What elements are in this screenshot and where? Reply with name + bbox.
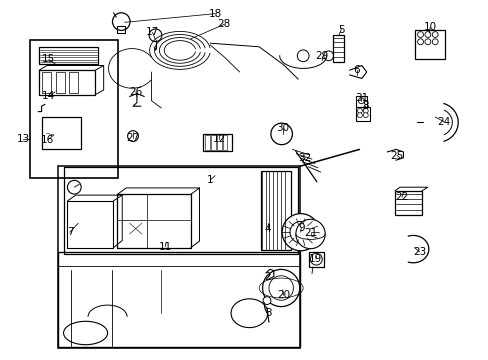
Text: 21: 21	[303, 228, 317, 238]
Circle shape	[112, 13, 130, 30]
Circle shape	[363, 113, 367, 118]
Circle shape	[289, 221, 311, 243]
Text: 12: 12	[212, 134, 225, 144]
Bar	[414, 30, 444, 59]
Circle shape	[270, 123, 292, 145]
Circle shape	[417, 39, 423, 45]
Bar	[355, 96, 366, 107]
Circle shape	[295, 219, 325, 249]
Bar	[308, 252, 323, 267]
Bar	[56, 72, 64, 93]
Bar	[39, 47, 98, 64]
Text: 25: 25	[389, 150, 403, 161]
Bar	[39, 70, 95, 95]
Circle shape	[424, 32, 430, 37]
Circle shape	[262, 269, 299, 307]
Bar	[211, 135, 215, 150]
Circle shape	[149, 29, 162, 42]
Circle shape	[431, 32, 437, 37]
Text: 23: 23	[412, 247, 426, 257]
Text: 1: 1	[206, 175, 213, 185]
Bar	[42, 72, 51, 93]
Text: 2: 2	[264, 272, 271, 282]
Text: 24: 24	[436, 117, 450, 127]
Bar	[30, 40, 118, 178]
Circle shape	[424, 39, 430, 45]
Bar	[205, 135, 209, 150]
Bar	[223, 135, 227, 150]
Text: 16: 16	[41, 135, 55, 145]
Bar	[41, 117, 81, 149]
Bar	[355, 107, 369, 121]
Text: 29: 29	[314, 51, 328, 61]
Text: 11: 11	[158, 242, 172, 252]
Circle shape	[323, 51, 333, 61]
Text: 14: 14	[42, 91, 56, 102]
Circle shape	[127, 131, 138, 141]
Text: 26: 26	[129, 87, 142, 97]
Text: 31: 31	[354, 93, 368, 103]
Bar	[394, 191, 421, 215]
Text: 5: 5	[337, 24, 344, 35]
Bar	[58, 252, 299, 347]
Circle shape	[297, 50, 308, 62]
Text: 9: 9	[297, 222, 304, 233]
Text: 20: 20	[277, 290, 289, 300]
Circle shape	[357, 113, 362, 118]
Text: 17: 17	[145, 27, 159, 37]
Bar	[203, 134, 232, 151]
Text: 22: 22	[394, 192, 408, 202]
Bar	[63, 167, 298, 254]
Text: 28: 28	[217, 19, 230, 30]
Text: 6: 6	[353, 65, 360, 75]
Circle shape	[310, 253, 322, 265]
Bar	[333, 35, 344, 62]
Bar	[69, 72, 78, 93]
Text: 4: 4	[264, 224, 271, 234]
Text: 27: 27	[126, 132, 140, 143]
Circle shape	[357, 108, 362, 113]
Circle shape	[431, 39, 437, 45]
Circle shape	[358, 98, 364, 104]
Circle shape	[417, 32, 423, 37]
Circle shape	[363, 108, 367, 113]
Text: 19: 19	[308, 254, 322, 264]
Text: 7: 7	[66, 227, 73, 237]
Bar	[260, 171, 290, 250]
Bar	[117, 26, 125, 33]
Text: 32: 32	[298, 153, 311, 163]
Text: 15: 15	[42, 54, 56, 64]
Text: 13: 13	[17, 134, 30, 144]
Circle shape	[282, 213, 319, 251]
Text: 3: 3	[264, 308, 271, 318]
Text: 30: 30	[276, 123, 288, 133]
Circle shape	[67, 180, 81, 194]
Circle shape	[263, 297, 270, 305]
Text: 8: 8	[362, 101, 368, 111]
Text: 18: 18	[208, 9, 222, 19]
Bar	[217, 135, 221, 150]
Text: 10: 10	[423, 22, 436, 32]
Bar	[58, 166, 299, 348]
Circle shape	[268, 276, 293, 300]
